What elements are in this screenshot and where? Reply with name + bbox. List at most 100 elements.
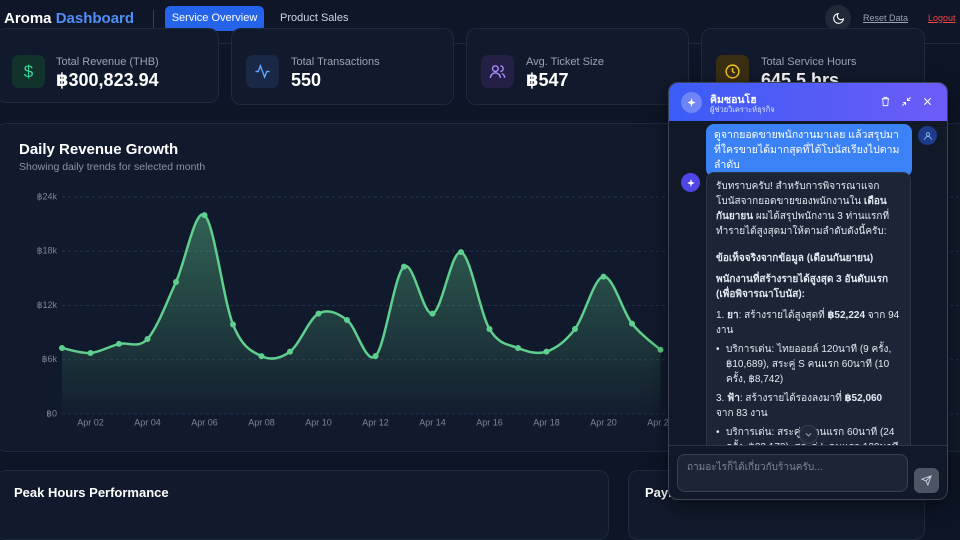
dashboard: Aroma Dashboard Service Overview Product… bbox=[0, 5, 960, 540]
minimize-button[interactable] bbox=[901, 96, 912, 107]
detail: • บริการเด่น: ไทยออยล์ 120นาที (9 ครั้ง, … bbox=[716, 342, 901, 387]
bold-text: เดือนกันยายน bbox=[716, 196, 887, 222]
bullet: • bbox=[716, 427, 720, 438]
brand-first: Aroma bbox=[4, 10, 52, 27]
bot-message: รับทราบครับ! สำหรับการพิจารณาแจกโบนัสจาก… bbox=[706, 172, 911, 445]
point bbox=[315, 310, 322, 317]
point bbox=[629, 320, 635, 327]
point bbox=[515, 344, 521, 351]
point bbox=[173, 278, 179, 285]
y-tick-label: ฿24k bbox=[37, 191, 58, 201]
point bbox=[401, 263, 407, 270]
rank-number: 1. bbox=[716, 310, 725, 321]
stat-label: Total Transactions bbox=[291, 56, 380, 68]
text: บริการเด่น: ไทยออยล์ 120นาที (9 ครั้ง, ฿… bbox=[726, 344, 892, 385]
user-icon bbox=[923, 131, 932, 140]
y-tick-label: ฿0 bbox=[46, 408, 57, 418]
bot-avatar bbox=[681, 173, 700, 192]
card-title: Peak Hours Performance bbox=[14, 485, 169, 500]
stat-value: ฿300,823.94 bbox=[56, 70, 159, 90]
x-tick-label: Apr 02 bbox=[77, 417, 104, 427]
page: Aroma Dashboard { "header": {"brand_firs… bbox=[0, 5, 960, 540]
detail-list: • บริการเด่น: ไทยออยล์ 120นาที (9 ครั้ง, … bbox=[716, 342, 901, 387]
y-tick-label: ฿12k bbox=[37, 300, 58, 310]
point bbox=[144, 335, 151, 342]
x-tick-label: Apr 14 bbox=[419, 417, 446, 427]
x-tick-label: Apr 04 bbox=[134, 417, 161, 427]
delete-button[interactable] bbox=[880, 96, 891, 107]
bot-avatar bbox=[681, 92, 702, 113]
chevron-icon bbox=[805, 433, 812, 437]
x-tick-label: Apr 20 bbox=[590, 417, 617, 427]
stat-card: Avg. Ticket Size ฿547 bbox=[466, 28, 689, 105]
rank-item: 1. ยา: สร้างรายได้สูงสุดที่ ฿52,224 จาก … bbox=[716, 308, 901, 387]
x-tick-label: Apr 10 bbox=[305, 417, 332, 427]
moon-icon bbox=[832, 12, 844, 24]
x-tick-label: Apr 08 bbox=[248, 417, 275, 427]
bot-name: คิมซอนโฮ bbox=[710, 94, 757, 106]
point bbox=[572, 326, 578, 333]
staff-name: ฟ้า bbox=[727, 393, 740, 404]
brand: Aroma Dashboard bbox=[4, 10, 134, 27]
point bbox=[287, 348, 293, 355]
clock-icon bbox=[725, 64, 740, 79]
amount: ฿52,224 bbox=[827, 310, 866, 321]
sparkle-icon bbox=[687, 97, 696, 108]
divider bbox=[669, 445, 947, 446]
stat-value: 550 bbox=[291, 70, 322, 90]
point bbox=[116, 340, 122, 347]
point bbox=[258, 353, 265, 360]
heading: ข้อเท็จจริงจากข้อมูล (เดือนกันยายน) bbox=[716, 253, 874, 264]
brand-second: Dashboard bbox=[55, 10, 135, 27]
point bbox=[543, 348, 550, 355]
amount: ฿52,060 bbox=[844, 393, 883, 404]
text: ผมได้สรุปพนักงาน 3 ท่านแรกที่ทำรายได้สูง… bbox=[716, 211, 890, 237]
sparkle-icon bbox=[686, 178, 695, 187]
point bbox=[486, 326, 493, 333]
x-tick-label: Apr 22 bbox=[647, 417, 674, 427]
bullet: • bbox=[716, 344, 720, 355]
users-icon bbox=[489, 65, 506, 78]
chat-input[interactable]: ถามอะไรก็ได้เกี่ยวกับร้านครับ... bbox=[677, 454, 908, 492]
tab-active[interactable]: Service Overview bbox=[165, 6, 264, 31]
point bbox=[59, 344, 65, 351]
logout-link[interactable]: Logout bbox=[928, 13, 956, 23]
y-tick-label: ฿6k bbox=[42, 354, 58, 364]
icon: $ bbox=[12, 55, 45, 88]
scroll-down-button[interactable] bbox=[799, 425, 818, 444]
x-tick-label: Apr 12 bbox=[362, 417, 389, 427]
stat-label: Total Service Hours bbox=[761, 56, 857, 68]
point bbox=[201, 212, 208, 219]
stat-label: Avg. Ticket Size bbox=[526, 56, 605, 68]
line bbox=[61, 213, 662, 360]
chat-header: คิมซอนโฮ ผู้ช่วยวิเคราะห์ธุรกิจ bbox=[669, 83, 947, 121]
text: รับทราบครับ! สำหรับการพิจารณาแจกโบนัสจาก… bbox=[716, 181, 880, 207]
chart-subtitle: Showing daily trends for selected month bbox=[19, 161, 205, 173]
message-list: ดูจากยอดขายพนักงานมาเลย แล้วสรุปมาที่ใคร… bbox=[669, 121, 947, 445]
icon bbox=[481, 55, 514, 88]
chart-title: Daily Revenue Growth bbox=[19, 141, 178, 158]
dollar-icon: $ bbox=[23, 61, 34, 81]
stat-card: Total Transactions 550 bbox=[231, 28, 454, 105]
stat-value: ฿547 bbox=[526, 70, 569, 90]
point bbox=[657, 346, 664, 353]
point bbox=[600, 273, 607, 280]
close-button[interactable] bbox=[922, 96, 933, 107]
x-tick-label: Apr 18 bbox=[533, 417, 560, 427]
revenue-chart: Daily Revenue Growth Showing daily trend… bbox=[19, 141, 960, 427]
rank-number: 3. bbox=[716, 393, 725, 404]
point bbox=[230, 321, 236, 328]
reset-link[interactable]: Reset Data bbox=[863, 13, 909, 23]
theme-toggle[interactable] bbox=[825, 5, 851, 31]
point bbox=[458, 249, 464, 256]
text: : สร้างรายได้สูงสุดที่ bbox=[738, 310, 828, 321]
send-button[interactable] bbox=[914, 468, 939, 493]
divider bbox=[153, 10, 154, 30]
tab[interactable]: Product Sales bbox=[280, 12, 349, 24]
activity-icon bbox=[255, 63, 270, 80]
text: จาก 94 งาน bbox=[716, 310, 900, 336]
point bbox=[344, 316, 350, 323]
stat-label: Total Revenue (THB) bbox=[56, 56, 159, 68]
text: : สร้างรายได้รองลงมาที่ bbox=[739, 393, 845, 404]
user-avatar bbox=[918, 126, 937, 145]
